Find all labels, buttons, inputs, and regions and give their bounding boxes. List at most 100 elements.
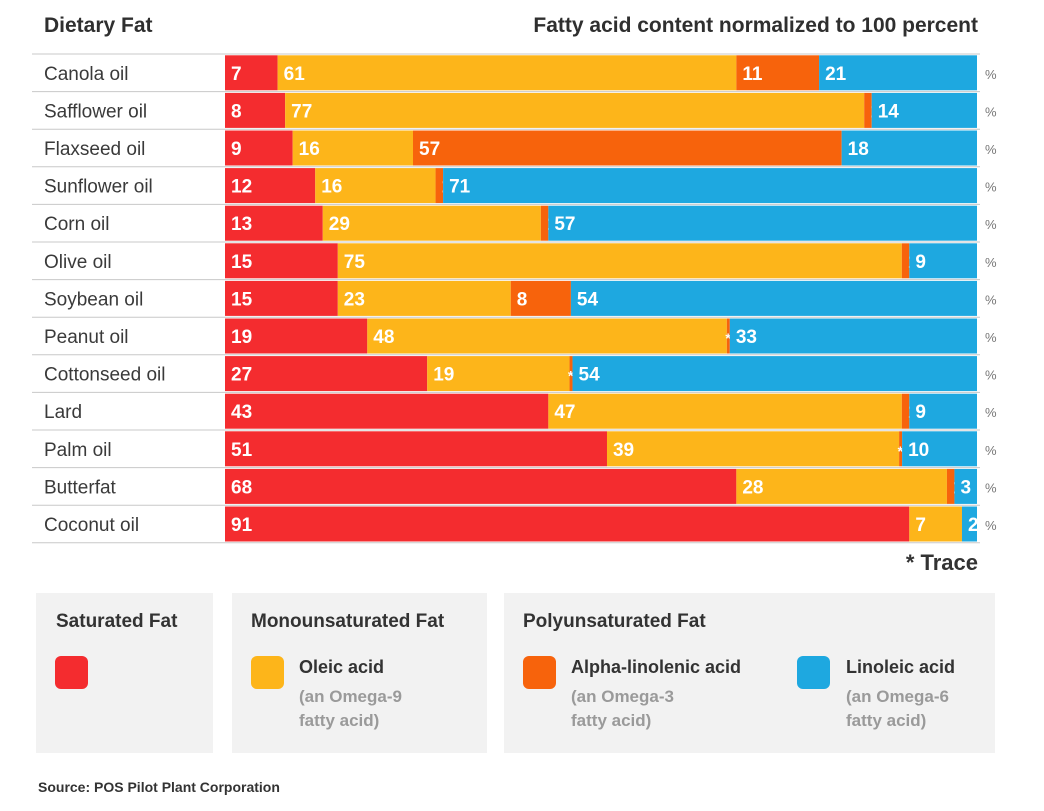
legend-la-name: Linoleic acid bbox=[846, 657, 956, 677]
value-label-flaxseed-oil-saturated-fat: 9 bbox=[231, 139, 242, 160]
bar-peanut-oil-linoleic-acid bbox=[729, 318, 977, 354]
unit-label-butterfat: % bbox=[985, 480, 997, 495]
value-label-butterfat-saturated-fat: 68 bbox=[231, 477, 252, 498]
column-header-dietary-fat: Dietary Fat bbox=[44, 14, 153, 37]
value-label-soybean-oil-linoleic-acid: 54 bbox=[577, 289, 599, 310]
category-label-lard: Lard bbox=[44, 402, 82, 423]
bar-palm-oil-alpha-linolenic-acid bbox=[899, 431, 903, 467]
value-label-flaxseed-oil-oleic-acid: 16 bbox=[299, 139, 320, 160]
category-label-corn-oil: Corn oil bbox=[44, 214, 109, 235]
trace-note: * Trace bbox=[905, 550, 978, 575]
bar-soybean-oil-oleic-acid bbox=[337, 280, 511, 316]
value-label-soybean-oil-oleic-acid: 23 bbox=[344, 289, 365, 310]
value-label-soybean-oil-alpha-linolenic-acid: 8 bbox=[517, 289, 528, 310]
value-label-palm-oil-linoleic-acid: 10 bbox=[908, 440, 929, 461]
value-label-sunflower-oil-linoleic-acid: 71 bbox=[449, 177, 471, 198]
legend-mono-panel: Monounsaturated Fat Oleic acid (an Omega… bbox=[232, 593, 487, 753]
legend-saturated-panel: Saturated Fat bbox=[36, 593, 213, 753]
bar-flaxseed-oil-saturated-fat bbox=[225, 130, 293, 166]
value-label-butterfat-oleic-acid: 28 bbox=[742, 477, 763, 498]
legend-ala-desc-2: fatty acid) bbox=[571, 711, 652, 730]
bar-peanut-oil-saturated-fat bbox=[225, 318, 368, 354]
value-label-flaxseed-oil-alpha-linolenic-acid: 57 bbox=[419, 139, 440, 160]
value-label-coconut-oil-saturated-fat: 91 bbox=[231, 515, 253, 536]
bar-sunflower-oil-linoleic-acid bbox=[443, 168, 978, 204]
value-label-canola-oil-saturated-fat: 7 bbox=[231, 64, 242, 85]
category-label-cottonseed-oil: Cottonseed oil bbox=[44, 365, 165, 386]
bar-corn-oil-saturated-fat bbox=[225, 205, 323, 241]
legend-la-desc-2: fatty acid) bbox=[846, 711, 927, 730]
legend-la-desc-1: (an Omega-6 bbox=[846, 687, 949, 706]
bar-olive-oil-oleic-acid bbox=[337, 243, 902, 279]
bar-olive-oil-alpha-linolenic-acid bbox=[901, 243, 910, 279]
unit-label-soybean-oil: % bbox=[985, 292, 997, 307]
bar-sunflower-oil-saturated-fat bbox=[225, 168, 316, 204]
bar-soybean-oil-alpha-linolenic-acid bbox=[510, 280, 571, 316]
bar-olive-oil-saturated-fat bbox=[225, 243, 338, 279]
category-label-flaxseed-oil: Flaxseed oil bbox=[44, 139, 145, 160]
bar-cottonseed-oil-linoleic-acid bbox=[572, 356, 977, 392]
bar-canola-oil-alpha-linolenic-acid bbox=[736, 55, 820, 91]
bar-lard-saturated-fat bbox=[225, 393, 549, 429]
bar-canola-oil-saturated-fat bbox=[225, 55, 278, 91]
legend-oleic-name: Oleic acid bbox=[299, 657, 385, 677]
value-label-peanut-oil-alpha-linolenic-acid: * bbox=[725, 330, 731, 346]
bar-flaxseed-oil-linoleic-acid bbox=[841, 130, 977, 166]
bar-peanut-oil-alpha-linolenic-acid bbox=[726, 318, 730, 354]
value-label-cottonseed-oil-oleic-acid: 19 bbox=[433, 365, 454, 386]
bar-butterfat-alpha-linolenic-acid bbox=[946, 468, 955, 504]
value-label-sunflower-oil-saturated-fat: 12 bbox=[231, 177, 252, 198]
bar-soybean-oil-linoleic-acid bbox=[570, 280, 977, 316]
value-label-olive-oil-saturated-fat: 15 bbox=[231, 252, 253, 273]
value-label-corn-oil-saturated-fat: 13 bbox=[231, 214, 252, 235]
legend-oleic-desc-1: (an Omega-9 bbox=[299, 687, 402, 706]
value-label-olive-oil-oleic-acid: 75 bbox=[344, 252, 366, 273]
unit-label-safflower-oil: % bbox=[985, 104, 997, 119]
value-label-cottonseed-oil-linoleic-acid: 54 bbox=[579, 365, 601, 386]
value-label-sunflower-oil-oleic-acid: 16 bbox=[321, 177, 342, 198]
category-label-canola-oil: Canola oil bbox=[44, 64, 129, 85]
value-label-peanut-oil-linoleic-acid: 33 bbox=[736, 327, 757, 348]
legend-la-swatch bbox=[797, 656, 830, 689]
category-label-olive-oil: Olive oil bbox=[44, 252, 112, 273]
bar-palm-oil-saturated-fat bbox=[225, 431, 607, 467]
bar-coconut-oil-oleic-acid bbox=[909, 506, 962, 542]
bar-canola-oil-oleic-acid bbox=[277, 55, 737, 91]
value-label-canola-oil-alpha-linolenic-acid: 11 bbox=[742, 64, 763, 85]
unit-label-lard: % bbox=[985, 405, 997, 420]
unit-label-peanut-oil: % bbox=[985, 330, 997, 345]
unit-label-coconut-oil: % bbox=[985, 518, 997, 533]
bar-safflower-oil-alpha-linolenic-acid bbox=[864, 92, 872, 128]
category-label-peanut-oil: Peanut oil bbox=[44, 327, 129, 348]
bar-safflower-oil-saturated-fat bbox=[225, 92, 286, 128]
category-label-coconut-oil: Coconut oil bbox=[44, 515, 139, 536]
value-label-palm-oil-oleic-acid: 39 bbox=[613, 440, 634, 461]
bar-lard-linoleic-acid bbox=[909, 393, 977, 429]
value-label-palm-oil-saturated-fat: 51 bbox=[231, 440, 253, 461]
legend-saturated-swatch bbox=[55, 656, 88, 689]
bar-flaxseed-oil-oleic-acid bbox=[292, 130, 413, 166]
bar-cottonseed-oil-oleic-acid bbox=[427, 356, 570, 392]
value-label-safflower-oil-saturated-fat: 8 bbox=[231, 101, 242, 122]
bar-lard-oleic-acid bbox=[548, 393, 902, 429]
unit-label-canola-oil: % bbox=[985, 67, 997, 82]
unit-label-palm-oil: % bbox=[985, 443, 997, 458]
value-label-canola-oil-oleic-acid: 61 bbox=[284, 64, 306, 85]
legend-oleic-swatch bbox=[251, 656, 284, 689]
bar-coconut-oil-linoleic-acid bbox=[961, 506, 977, 542]
category-label-butterfat: Butterfat bbox=[44, 477, 117, 498]
legend-poly-title: Polyunsaturated Fat bbox=[523, 611, 706, 632]
value-label-safflower-oil-oleic-acid: 77 bbox=[291, 101, 312, 122]
category-label-soybean-oil: Soybean oil bbox=[44, 289, 143, 310]
category-label-sunflower-oil: Sunflower oil bbox=[44, 177, 153, 198]
value-label-lard-saturated-fat: 43 bbox=[231, 402, 252, 423]
bar-lard-alpha-linolenic-acid bbox=[901, 393, 910, 429]
value-label-canola-oil-linoleic-acid: 21 bbox=[825, 64, 847, 85]
value-label-flaxseed-oil-linoleic-acid: 18 bbox=[848, 139, 869, 160]
value-label-cottonseed-oil-alpha-linolenic-acid: * bbox=[568, 368, 574, 384]
bar-sunflower-oil-alpha-linolenic-acid bbox=[435, 168, 444, 204]
value-label-lard-oleic-acid: 47 bbox=[554, 402, 575, 423]
category-label-safflower-oil: Safflower oil bbox=[44, 101, 147, 122]
bar-safflower-oil-linoleic-acid bbox=[871, 92, 977, 128]
unit-label-corn-oil: % bbox=[985, 217, 997, 232]
